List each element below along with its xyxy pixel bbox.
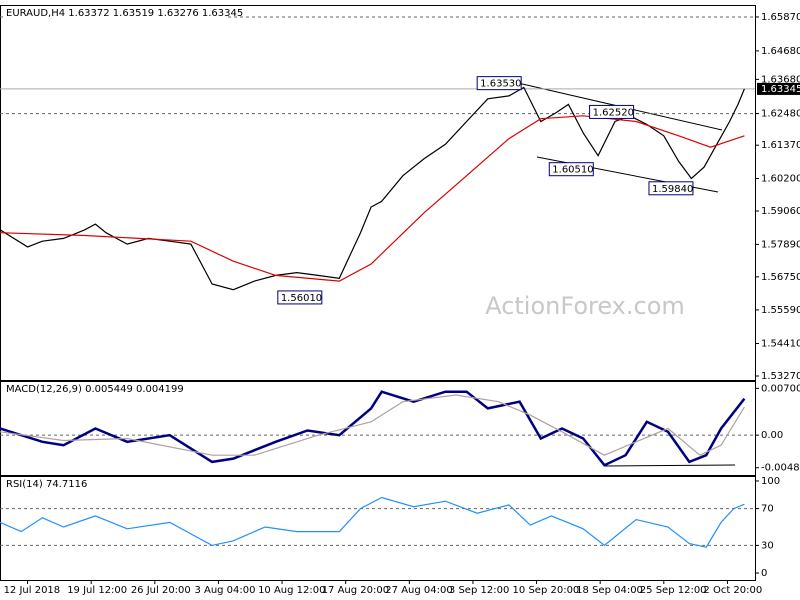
annotation: 1.60510	[548, 162, 594, 177]
last-price-label: 1.63345	[761, 84, 800, 95]
y-tick-label: 1.64680	[761, 46, 800, 57]
annotation-box	[277, 290, 323, 305]
series-line	[0, 390, 746, 467]
x-tick-label: 26 Jul 20:00	[131, 585, 191, 596]
y-tick-label: 0.007003	[761, 383, 800, 394]
y-tick-label: 1.54410	[761, 339, 800, 350]
annotation-box	[589, 104, 635, 119]
x-tick-label: 27 Aug 04:00	[385, 585, 452, 596]
annotation-box	[648, 181, 694, 196]
x-tick-label: 2 Oct 20:00	[703, 585, 762, 596]
series-line	[0, 115, 745, 282]
title-bg	[3, 7, 228, 19]
panel-title: RSI(14) 74.7116	[6, 479, 87, 490]
y-tick-label: 1.60200	[761, 174, 800, 185]
x-tick-label: 10 Aug 12:00	[258, 585, 325, 596]
y-tick-label: 1.61370	[761, 140, 800, 151]
series-line	[0, 86, 745, 291]
y-tick-label: 0	[761, 568, 767, 579]
x-tick-label: 3 Aug 04:00	[194, 585, 255, 596]
annotation-box	[548, 162, 594, 177]
x-tick-label: 19 Jul 12:00	[67, 585, 127, 596]
annotation: 1.63530	[476, 76, 522, 91]
annotation-box	[476, 76, 522, 91]
y-tick-label: 1.55590	[761, 305, 800, 316]
panel-title: MACD(12,26,9) 0.005449 0.004199	[6, 384, 184, 395]
y-tick-label: 30	[761, 540, 774, 551]
series-line	[0, 496, 745, 548]
y-tick-label: 1.63680	[761, 74, 800, 85]
annotation: 1.62520	[589, 104, 635, 119]
annotation-label: 1.56010	[281, 293, 322, 304]
y-tick-label: 1.57890	[761, 239, 800, 250]
title-bg	[3, 383, 143, 395]
panel-frame	[0, 5, 756, 381]
annotation: 1.56010	[277, 290, 323, 305]
title-bg	[3, 478, 143, 490]
x-tick-label: 12 Jul 2018	[4, 585, 61, 596]
annotation-label: 1.59840	[652, 184, 693, 195]
x-tick-label: 17 Aug 20:00	[322, 585, 389, 596]
x-tick-label: 25 Sep 12:00	[640, 585, 707, 596]
y-tick-label: 1.53270	[761, 371, 800, 382]
y-tick-label: 1.62480	[761, 109, 800, 120]
annotation-label: 1.60510	[552, 165, 593, 176]
x-tick-label: 18 Sep 04:00	[576, 585, 643, 596]
annotation: 1.59840	[648, 181, 694, 196]
x-tick-label: 3 Sep 12:00	[449, 585, 509, 596]
annotation-label: 1.63530	[480, 79, 521, 90]
trend-line	[604, 464, 736, 467]
series-line	[0, 394, 745, 456]
y-tick-label: -0.004873	[761, 463, 800, 474]
annotation-label: 1.62520	[593, 107, 634, 118]
y-tick-label: 1.59060	[761, 206, 800, 217]
y-tick-label: 1.65870	[761, 12, 800, 23]
y-tick-label: 100	[761, 476, 780, 487]
last-price-box	[757, 82, 800, 95]
x-tick-label: 10 Sep 20:00	[513, 585, 580, 596]
panel-frame	[0, 476, 756, 581]
panel-title: EURAUD,H4 1.63372 1.63519 1.63276 1.6334…	[6, 8, 243, 19]
watermark: ActionForex.com	[485, 292, 685, 320]
y-tick-label: 70	[761, 504, 774, 515]
y-tick-label: 1.56750	[761, 272, 800, 283]
y-tick-label: 0.00	[761, 430, 783, 441]
